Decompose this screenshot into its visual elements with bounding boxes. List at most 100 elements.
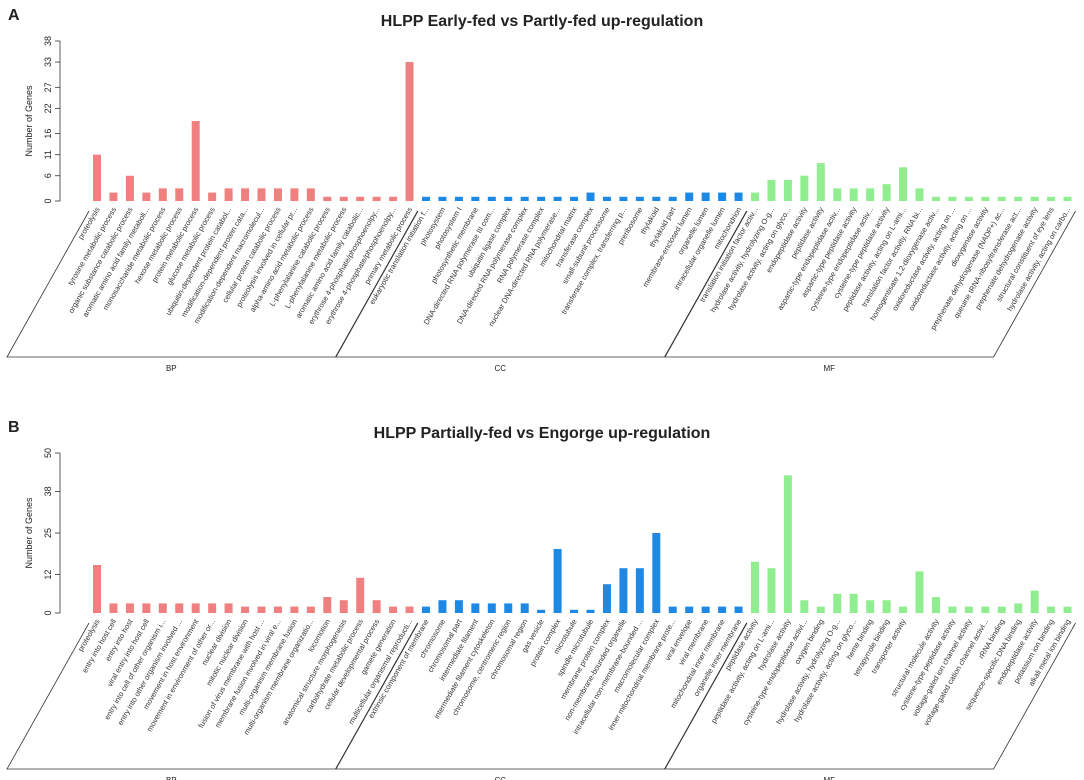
y-tick-label: 50 bbox=[43, 448, 53, 458]
bar bbox=[685, 192, 694, 201]
bar bbox=[767, 568, 776, 613]
bar bbox=[602, 196, 611, 201]
bar bbox=[981, 196, 990, 201]
bar bbox=[208, 603, 217, 613]
bar bbox=[389, 606, 398, 613]
bar bbox=[964, 196, 973, 201]
bar bbox=[109, 192, 118, 201]
bar bbox=[833, 188, 842, 201]
bar bbox=[734, 606, 743, 613]
panel-label: B bbox=[8, 419, 20, 436]
y-tick-label: 16 bbox=[43, 129, 53, 139]
bar bbox=[964, 606, 973, 613]
bar bbox=[290, 606, 299, 613]
bar bbox=[619, 568, 628, 613]
bar bbox=[833, 593, 842, 613]
bar bbox=[866, 600, 875, 613]
bar bbox=[241, 606, 250, 613]
y-axis-label: Number of Genes bbox=[24, 85, 34, 157]
bar bbox=[1014, 603, 1023, 613]
bar bbox=[405, 62, 414, 202]
group-label: MF bbox=[823, 364, 835, 373]
bar bbox=[438, 600, 447, 613]
bar bbox=[1063, 606, 1072, 613]
bar bbox=[1047, 606, 1056, 613]
y-tick-label: 11 bbox=[43, 150, 53, 159]
bar bbox=[586, 192, 595, 201]
y-tick-label: 38 bbox=[43, 36, 53, 46]
bar bbox=[619, 196, 628, 201]
y-tick-label: 22 bbox=[43, 103, 53, 113]
bar bbox=[241, 188, 250, 201]
bar bbox=[422, 606, 430, 613]
bar bbox=[553, 549, 562, 613]
group-label: MF bbox=[823, 776, 835, 780]
bar bbox=[273, 188, 282, 201]
bar bbox=[175, 603, 184, 613]
group-bracket bbox=[664, 622, 1076, 770]
bar bbox=[520, 196, 529, 201]
bar bbox=[208, 192, 217, 201]
bar bbox=[570, 196, 579, 201]
bar bbox=[882, 184, 891, 201]
y-axis-label: Number of Genes bbox=[24, 497, 34, 569]
bar bbox=[866, 188, 875, 201]
bar bbox=[323, 597, 332, 613]
bar bbox=[882, 600, 891, 613]
y-tick-label: 25 bbox=[43, 528, 53, 538]
bar bbox=[997, 606, 1006, 613]
bar bbox=[372, 196, 381, 201]
bar bbox=[767, 179, 776, 201]
bar bbox=[816, 606, 825, 613]
y-tick-label: 27 bbox=[43, 82, 53, 92]
bar bbox=[718, 192, 727, 201]
bar bbox=[931, 597, 940, 613]
bar bbox=[997, 196, 1006, 201]
bar bbox=[701, 192, 710, 201]
bar bbox=[1063, 196, 1072, 201]
bar bbox=[323, 196, 332, 201]
bar bbox=[537, 196, 546, 201]
bar bbox=[668, 606, 677, 613]
bar bbox=[849, 188, 858, 201]
group-label: CC bbox=[494, 776, 506, 780]
bar bbox=[816, 163, 825, 201]
bar bbox=[1030, 196, 1039, 201]
bar bbox=[520, 603, 529, 613]
chart-title: HLPP Early-fed vs Partly-fed up-regulati… bbox=[381, 13, 703, 30]
bar bbox=[586, 609, 595, 613]
bar bbox=[257, 188, 266, 201]
bar bbox=[652, 196, 661, 201]
bar bbox=[1030, 590, 1039, 613]
bar bbox=[158, 603, 167, 613]
bar bbox=[635, 568, 644, 613]
bar bbox=[93, 565, 101, 613]
bar bbox=[93, 154, 101, 201]
bar bbox=[800, 600, 809, 613]
y-tick-label: 0 bbox=[43, 198, 53, 203]
bar bbox=[487, 196, 496, 201]
group-bracket bbox=[664, 210, 1076, 358]
bar bbox=[438, 196, 447, 201]
bar bbox=[454, 600, 463, 613]
bar bbox=[948, 196, 957, 201]
y-tick-label: 6 bbox=[43, 173, 53, 178]
y-tick-label: 33 bbox=[43, 57, 53, 67]
bar bbox=[273, 606, 282, 613]
bar bbox=[125, 175, 134, 201]
group-label: BP bbox=[166, 776, 177, 780]
bar bbox=[471, 603, 480, 613]
group-label: BP bbox=[166, 364, 177, 373]
panel-label: A bbox=[8, 7, 20, 24]
bar bbox=[339, 600, 348, 613]
bar bbox=[191, 121, 200, 201]
bar bbox=[931, 196, 940, 201]
bar bbox=[471, 196, 480, 201]
bar bbox=[570, 609, 579, 613]
bar bbox=[142, 192, 151, 201]
bar bbox=[1047, 196, 1056, 201]
bar bbox=[306, 606, 315, 613]
bar bbox=[701, 606, 710, 613]
y-tick-label: 12 bbox=[43, 570, 53, 580]
